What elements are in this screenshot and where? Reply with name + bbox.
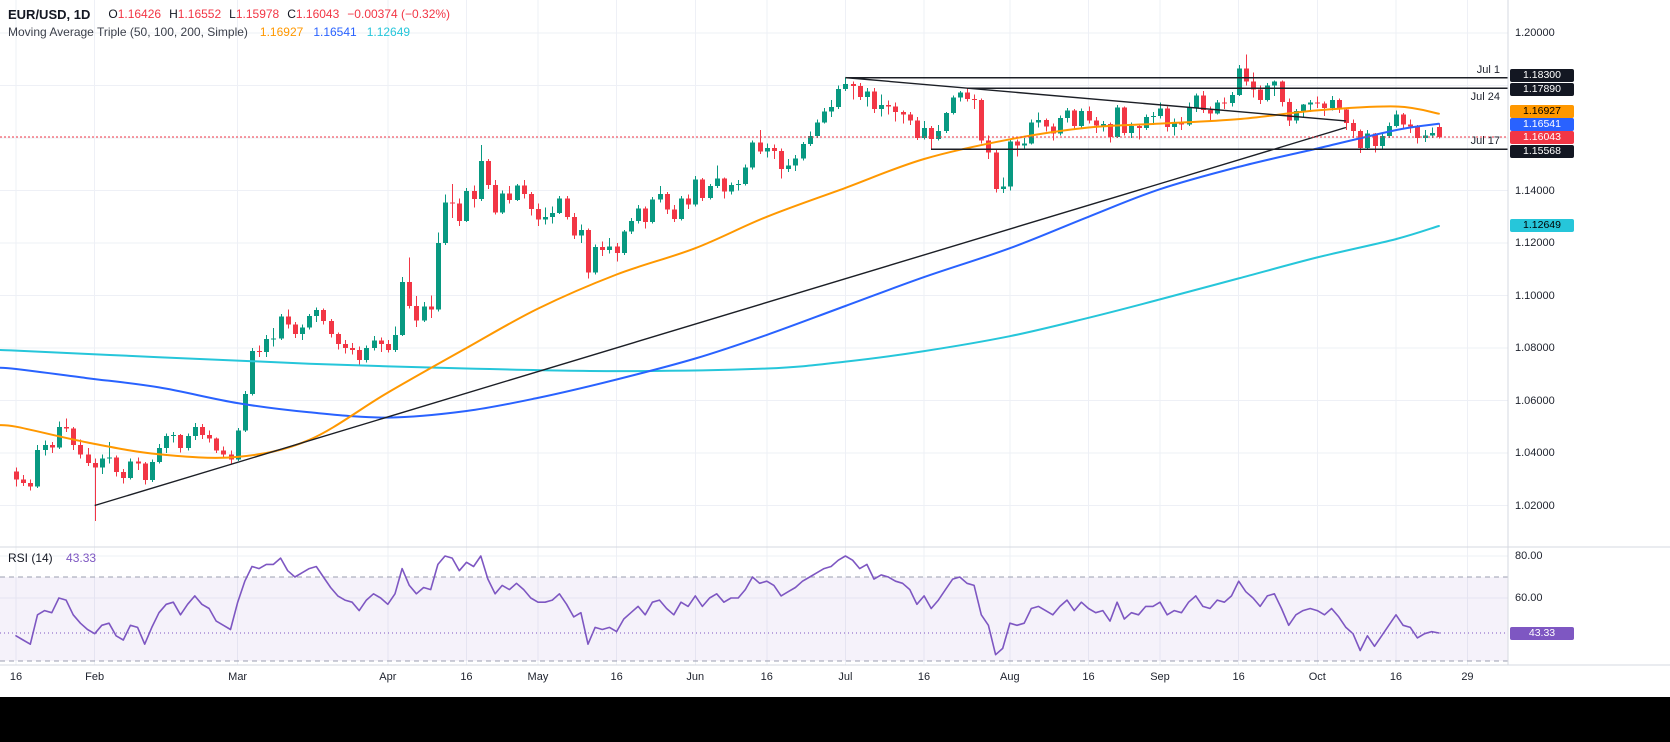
pane-separators (0, 0, 1670, 666)
ma100-value: 1.16541 (313, 25, 357, 39)
symbol-ohlc-row: EUR/USD, 1D O1.16426 H1.16552 L1.15978 C… (8, 5, 450, 23)
ma100-line (0, 122, 1440, 419)
high-label: H (169, 7, 178, 21)
bottom-bar (0, 697, 1670, 742)
open-label: O (108, 7, 118, 21)
low-value: 1.15978 (235, 7, 280, 21)
ma-indicator-row: Moving Average Triple (50, 100, 200, Sim… (8, 23, 450, 41)
ohlc-low: L1.15978 (229, 7, 279, 21)
close-value: 1.16043 (295, 7, 340, 21)
ohlc-high: H1.16552 (169, 7, 221, 21)
open-value: 1.16426 (117, 7, 162, 21)
chart-canvas[interactable] (0, 0, 1670, 697)
rsi-line (15, 555, 1440, 656)
symbol-title[interactable]: EUR/USD, 1D (8, 6, 91, 22)
rsi-title[interactable]: RSI (14) (8, 551, 53, 565)
high-value: 1.16552 (177, 7, 222, 21)
ma50-line (0, 105, 1440, 459)
ma200-value: 1.12649 (366, 25, 411, 39)
ohlc-open: O1.16426 (108, 7, 161, 21)
trendlines[interactable] (94, 76, 1347, 507)
horizontal-rays[interactable] (845, 76, 1508, 150)
ohlc-close: C1.16043 (287, 7, 339, 21)
rsi-value: 43.33 (66, 551, 97, 565)
ma200-line (0, 225, 1440, 373)
close-label: C (287, 7, 296, 21)
ma-indicator-title[interactable]: Moving Average Triple (50, 100, 200, Sim… (8, 25, 248, 39)
gridlines (0, 0, 1508, 665)
candlestick-series (14, 54, 1442, 521)
chart-legend: EUR/USD, 1D O1.16426 H1.16552 L1.15978 C… (8, 5, 450, 41)
low-label: L (229, 7, 236, 21)
change-value: −0.00374 (−0.32%) (347, 7, 451, 21)
rsi-band (0, 576, 1508, 662)
rsi-legend: RSI (14) 43.33 (8, 551, 96, 565)
ma50-value: 1.16927 (259, 25, 304, 39)
